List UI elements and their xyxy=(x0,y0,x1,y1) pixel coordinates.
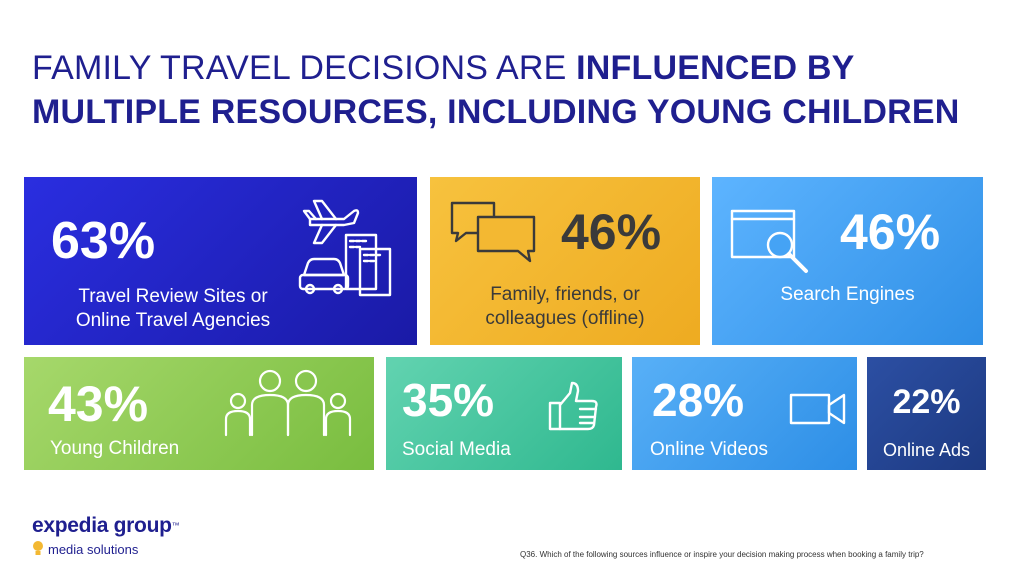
tile-search-engines: 46% Search Engines xyxy=(712,177,983,345)
percentage-value: 46% xyxy=(561,204,662,260)
tile-label: Young Children xyxy=(50,438,180,459)
family-people-icon xyxy=(224,369,352,437)
tile-label: Family, friends, or colleagues (offline) xyxy=(430,283,700,331)
tile-label-line-2: colleagues (offline) xyxy=(485,308,645,329)
percentage-value: 22% xyxy=(892,383,961,421)
tile-label: Search Engines xyxy=(780,284,915,305)
tile-social-media: 35% Social Media xyxy=(386,357,622,470)
percentage-value: 46% xyxy=(840,204,941,260)
browser-magnifier-icon xyxy=(730,209,808,273)
title-light: FAMILY TRAVEL DECISIONS ARE xyxy=(32,49,577,87)
tile-label: Travel Review Sites or Online Travel Age… xyxy=(48,285,298,333)
tile-label-line-1: Travel Review Sites or xyxy=(78,286,268,307)
page-title: FAMILY TRAVEL DECISIONS ARE INFLUENCED B… xyxy=(32,46,1012,134)
title-bold-1: INFLUENCED BY xyxy=(576,49,855,87)
thumbs-up-icon xyxy=(548,381,598,431)
chat-bubbles-icon xyxy=(450,201,536,263)
title-bold-2: MULTIPLE RESOURCES, INCLUDING YOUNG CHIL… xyxy=(32,93,960,131)
tile-label-line-1: Family, friends, or xyxy=(490,284,640,305)
brand-name: expedia group xyxy=(32,514,172,537)
brand-logo: expedia group™ media solutions xyxy=(32,514,180,557)
brand-subtitle: media solutions xyxy=(48,542,139,557)
percentage-value: 43% xyxy=(48,376,149,432)
percentage-value: 63% xyxy=(51,212,156,270)
tile-online-videos: 28% Online Videos xyxy=(632,357,857,470)
tile-label: Social Media xyxy=(402,439,511,460)
percentage-value: 35% xyxy=(402,374,495,426)
survey-footnote: Q36. Which of the following sources infl… xyxy=(520,550,924,559)
tile-family-friends: 46% Family, friends, or colleagues (offl… xyxy=(430,177,700,345)
tile-travel-review-sites: 63% Travel Review Sites or Online Travel… xyxy=(24,177,417,345)
tile-young-children: 43% Young Children xyxy=(24,357,374,470)
trademark-mark: ™ xyxy=(171,521,180,530)
tile-label-line-2: Online Travel Agencies xyxy=(75,310,271,331)
tile-label: Online Ads xyxy=(882,440,971,460)
video-camera-icon xyxy=(789,393,846,425)
tile-online-ads: 22% Online Ads xyxy=(867,357,986,470)
plane-car-building-icon xyxy=(298,199,392,297)
tile-label: Online Videos xyxy=(650,439,768,460)
lightbulb-icon xyxy=(33,541,43,555)
percentage-value: 28% xyxy=(652,374,745,426)
